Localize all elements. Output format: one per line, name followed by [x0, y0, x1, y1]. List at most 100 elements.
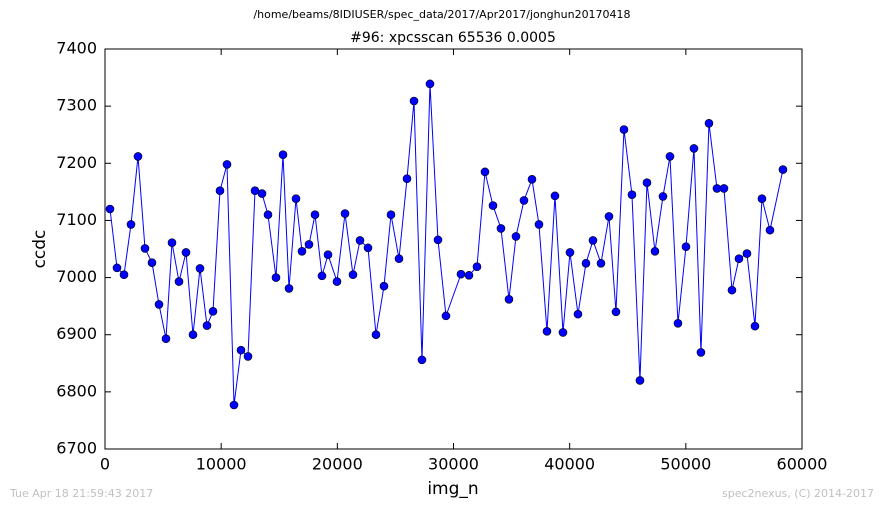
plot-frame	[104, 48, 803, 450]
data-point	[425, 79, 435, 89]
data-point	[550, 191, 560, 201]
data-point	[611, 307, 621, 317]
data-point	[181, 248, 191, 257]
y-tick-label: 6700	[56, 439, 97, 458]
data-point	[323, 250, 333, 260]
data-point	[348, 270, 358, 280]
data-point	[363, 243, 373, 253]
data-point	[757, 194, 767, 204]
data-point	[215, 186, 225, 196]
data-point	[174, 277, 184, 286]
data-point	[496, 224, 506, 233]
data-point	[195, 264, 205, 273]
data-point	[417, 355, 427, 365]
data-point	[257, 189, 267, 198]
data-point	[511, 232, 521, 241]
data-point	[778, 165, 788, 174]
data-point	[573, 309, 583, 319]
data-point	[727, 285, 737, 295]
data-point	[441, 311, 451, 321]
data-point	[488, 201, 498, 210]
data-point	[689, 144, 699, 153]
x-tick-label: 0	[100, 455, 110, 474]
data-point	[734, 254, 744, 264]
data-point	[433, 235, 443, 245]
data-point	[542, 326, 552, 336]
data-point	[627, 190, 637, 200]
data-point	[202, 321, 212, 330]
data-point	[126, 220, 136, 229]
data-point	[456, 269, 466, 279]
data-point	[371, 330, 381, 340]
data-point	[534, 220, 544, 229]
data-point	[291, 194, 301, 204]
data-point	[619, 125, 629, 134]
footer-right: spec2nexus, (C) 2014-2017	[722, 487, 874, 500]
data-point	[310, 210, 320, 220]
y-tick-label: 7300	[56, 96, 97, 115]
data-point	[284, 284, 294, 293]
data-point	[480, 167, 490, 177]
data-point	[154, 300, 164, 309]
data-point	[696, 348, 706, 357]
data-point	[750, 321, 760, 331]
data-point	[519, 196, 529, 205]
data-point	[386, 210, 396, 220]
data-point	[504, 294, 514, 304]
data-point	[332, 277, 342, 286]
suptitle: /home/beams/8IDIUSER/spec_data/2017/Apr2…	[253, 8, 630, 21]
x-tick-label: 60000	[777, 455, 828, 474]
x-axis-label: img_n	[427, 479, 478, 499]
data-point	[167, 238, 177, 248]
data-point	[394, 254, 404, 264]
y-axis-label: ccdc	[30, 230, 50, 269]
data-point	[527, 174, 537, 184]
data-point	[681, 242, 691, 252]
data-point	[297, 246, 307, 256]
data-point	[208, 306, 218, 316]
data-point	[402, 174, 412, 184]
data-point	[658, 192, 668, 201]
data-point	[742, 249, 752, 258]
data-point	[304, 240, 314, 249]
footer-left: Tue Apr 18 21:59:43 2017	[9, 487, 153, 500]
y-tick-label: 7400	[56, 39, 97, 58]
data-point	[236, 345, 246, 355]
data-point	[188, 330, 198, 340]
data-point	[340, 209, 350, 218]
data-point	[105, 204, 115, 214]
data-point	[635, 376, 645, 385]
data-line	[109, 83, 784, 406]
data-point	[604, 212, 614, 221]
data-point	[719, 184, 729, 193]
y-tick-label: 6900	[56, 324, 97, 343]
data-point	[581, 258, 591, 268]
data-point	[140, 244, 150, 253]
data-point	[355, 236, 365, 245]
data-point	[558, 328, 568, 337]
data-point	[222, 160, 232, 169]
y-tick-label: 7000	[56, 267, 97, 286]
data-point	[379, 281, 389, 291]
data-point	[665, 152, 675, 161]
data-point	[263, 210, 273, 220]
x-tick-label: 40000	[544, 455, 595, 474]
x-tick-label: 20000	[312, 455, 363, 474]
chart-title: #96: xpcsscan 65536 0.0005	[350, 30, 556, 46]
data-point	[642, 178, 652, 188]
x-tick-label: 10000	[196, 455, 247, 474]
x-tick-label: 50000	[660, 455, 711, 474]
data-point	[472, 262, 482, 272]
data-point	[588, 236, 598, 245]
data-point	[271, 273, 281, 282]
data-point	[464, 270, 474, 280]
data-point	[317, 271, 327, 281]
data-point	[147, 258, 157, 268]
data-point	[765, 225, 775, 235]
data-point	[229, 400, 239, 410]
data-point	[409, 96, 419, 106]
data-point	[133, 152, 143, 161]
data-point	[112, 263, 122, 273]
data-point	[650, 246, 660, 256]
